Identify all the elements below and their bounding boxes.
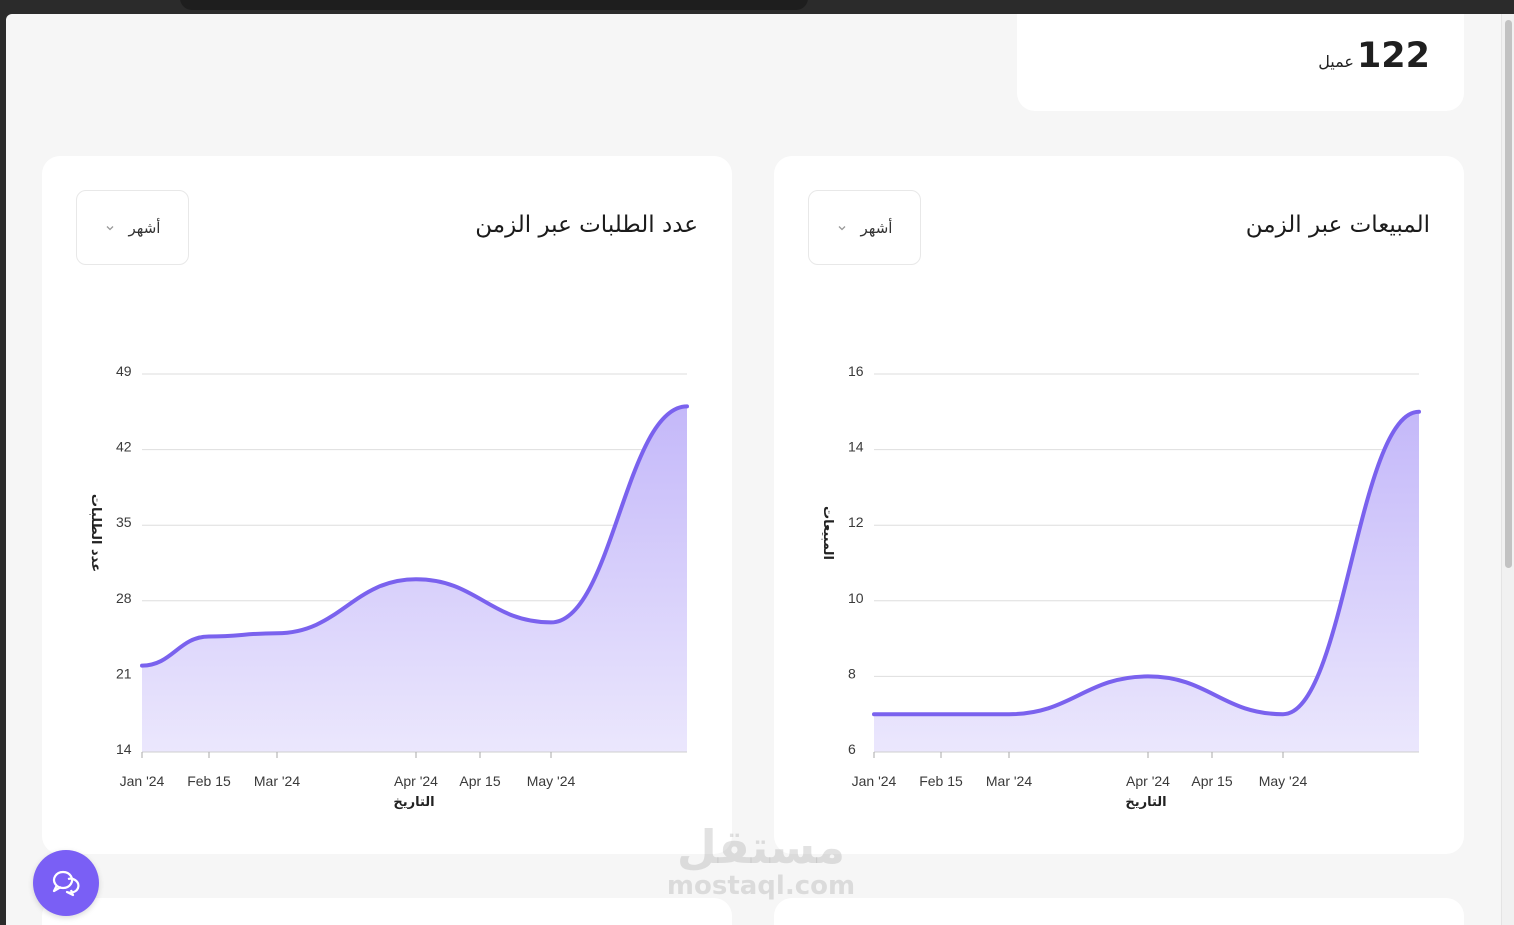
x-tick-label: Apr 15 [459,773,500,789]
y-tick-label: 14 [116,741,132,757]
x-tick-label: Mar '24 [986,773,1032,789]
y-tick-label: 6 [848,741,856,757]
x-tick-label: Apr 15 [1191,773,1232,789]
series-area [142,406,687,752]
sales-chart-title: المبيعات عبر الزمن [1245,212,1430,238]
dashboard-page: 122 عميل عدد الطلبات عبر الزمن أشهر 14 21… [6,14,1501,925]
x-tick-label: Apr '24 [1126,773,1170,789]
orders-period-select[interactable]: أشهر [76,190,189,265]
orders-chart-card: عدد الطلبات عبر الزمن أشهر 14 21 28 35 42 49 J… [42,156,732,854]
address-bar[interactable] [180,0,808,10]
orders-period-label: أشهر [128,218,161,237]
y-axis-title: المبيعات [820,506,835,560]
orders-area-chart: 14 21 28 35 42 49 Jan '24 Feb 15 Mar '24 Apr '24 A… [88,363,689,810]
x-tick-label: Mar '24 [254,773,300,789]
orders-chart-title: عدد الطلبات عبر الزمن [475,212,698,238]
y-tick-label: 35 [116,514,132,530]
y-tick-label: 49 [116,363,132,379]
customers-stat: 122 عميل [1318,36,1430,76]
y-tick-label: 14 [848,439,864,455]
sales-period-select[interactable]: أشهر [808,190,921,265]
y-tick-label: 21 [116,665,132,681]
y-tick-label: 42 [116,439,132,455]
watermark-latin: mostaql.com [666,871,856,901]
x-tick-label: Feb 15 [919,773,963,789]
x-tick-label: Feb 15 [187,773,231,789]
series-area [874,411,1419,752]
x-tick-label: Apr '24 [394,773,438,789]
x-tick-label: May '24 [1259,773,1308,789]
chat-button[interactable] [33,850,99,916]
x-tick-label: Jan '24 [120,773,165,789]
page-scrollbar[interactable] [1501,14,1514,925]
bottom-card-right [774,898,1464,925]
y-tick-label: 28 [116,590,132,606]
x-tick-label: May '24 [527,773,576,789]
x-axis-title: التاريخ [1125,795,1166,810]
chat-bubbles-icon [52,870,80,897]
scrollbar-thumb[interactable] [1505,20,1512,568]
y-tick-label: 12 [848,514,864,530]
browser-top-bar [0,0,1514,14]
sales-area-chart: 6 8 10 12 14 16 Jan '24 Feb 15 Mar '24 Apr '24 Apr… [820,363,1421,810]
sales-chart-card: المبيعات عبر الزمن أشهر 6 8 10 12 14 16 Jan '2… [774,156,1464,854]
customers-unit: عميل [1318,52,1354,71]
x-axis-title: التاريخ [393,795,434,810]
y-axis-title: عدد الطلبات [88,494,103,572]
sales-period-label: أشهر [860,218,893,237]
chevron-down-icon [106,225,113,230]
y-tick-label: 16 [848,363,864,379]
customers-stat-card: 122 عميل [1017,14,1464,111]
y-tick-label: 8 [848,665,856,681]
y-tick-label: 10 [848,590,864,606]
bottom-card-left [42,898,732,925]
customers-count: 122 [1356,36,1430,76]
x-tick-label: Jan '24 [852,773,897,789]
chevron-down-icon [838,225,845,230]
